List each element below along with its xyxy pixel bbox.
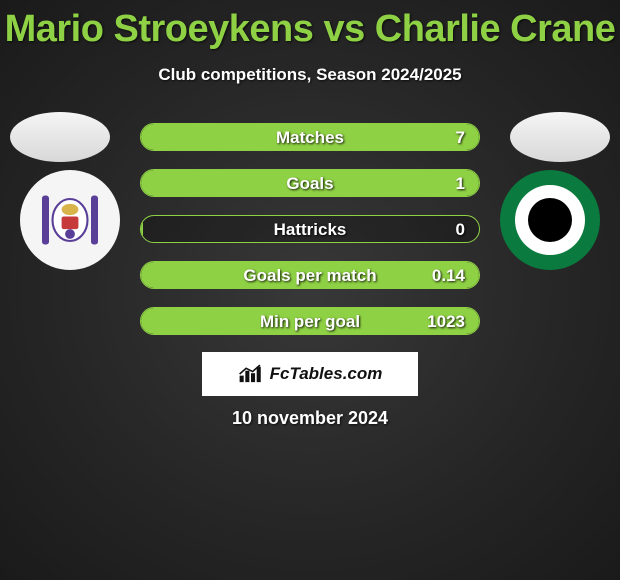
stat-bar: Min per goal 1023: [140, 307, 480, 335]
stat-bar-label: Hattricks: [141, 216, 479, 243]
club-badge-right: [500, 170, 600, 270]
footer-date: 10 november 2024: [0, 408, 620, 429]
stat-bar: Goals per match 0.14: [140, 261, 480, 289]
stat-bar-label: Goals: [141, 170, 479, 197]
stat-bars: Matches 7 Goals 1 Hattricks 0 Goals per …: [140, 123, 480, 353]
stat-bar-value: 1: [456, 170, 465, 197]
club-badge-left: [20, 170, 120, 270]
stat-bar: Goals 1: [140, 169, 480, 197]
stat-bar-label: Matches: [141, 124, 479, 151]
stat-bar: Hattricks 0: [140, 215, 480, 243]
brand-text: FcTables.com: [270, 364, 383, 384]
stat-bar-value: 1023: [427, 308, 465, 335]
page-subtitle: Club competitions, Season 2024/2025: [0, 65, 620, 85]
stat-bar-value: 0.14: [432, 262, 465, 289]
brand-badge: FcTables.com: [202, 352, 418, 396]
stat-bar-value: 7: [456, 124, 465, 151]
bars-chart-icon: [238, 363, 264, 385]
player-avatar-right: [510, 112, 610, 162]
page-title: Mario Stroeykens vs Charlie Crane: [0, 0, 620, 51]
stat-bar: Matches 7: [140, 123, 480, 151]
stat-bar-value: 0: [456, 216, 465, 243]
stat-bar-label: Goals per match: [141, 262, 479, 289]
anderlecht-crest-icon: [35, 185, 105, 255]
player-avatar-left: [10, 112, 110, 162]
